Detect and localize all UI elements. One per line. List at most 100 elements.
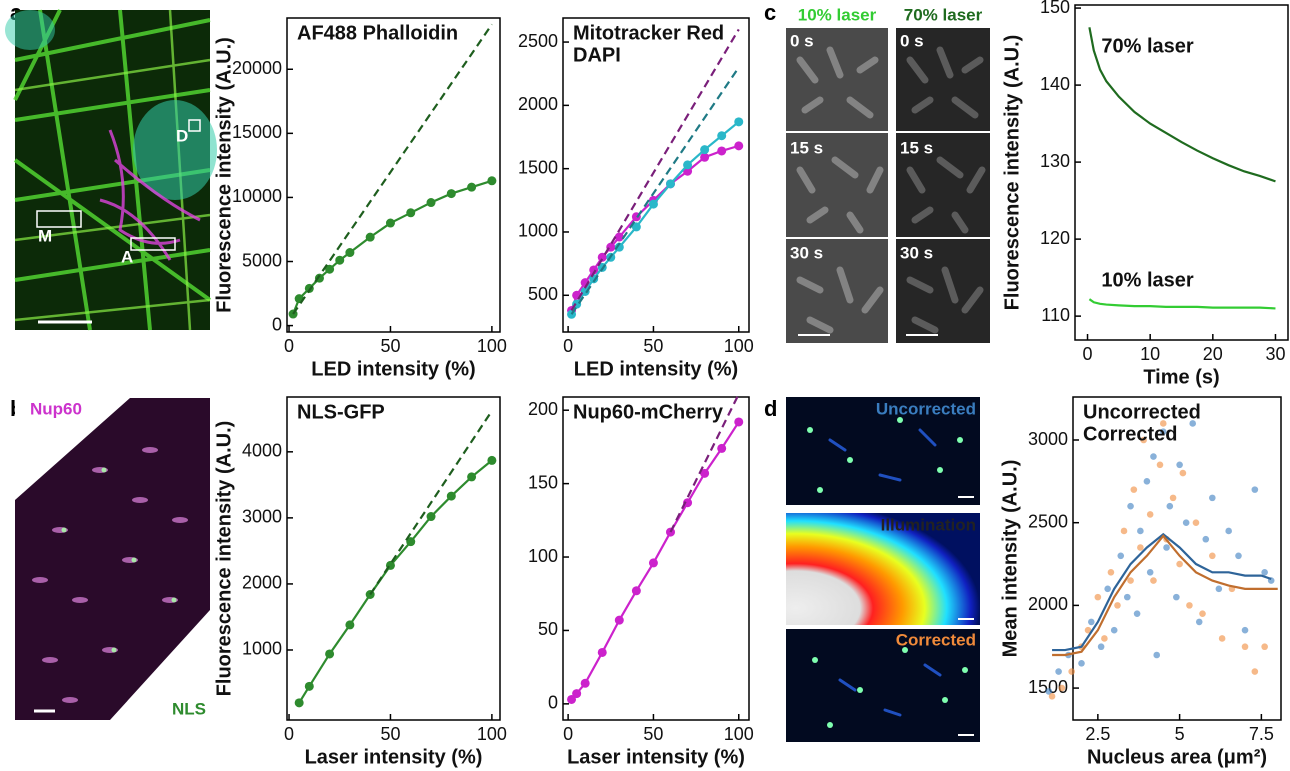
time-label: 0 s bbox=[790, 31, 814, 50]
legend-label: AF488 Phalloidin bbox=[297, 22, 458, 44]
scatter-point bbox=[1150, 577, 1157, 584]
data-point bbox=[734, 141, 743, 150]
scatter-point bbox=[1124, 594, 1131, 601]
line-label: 70% laser bbox=[1101, 36, 1194, 58]
data-point bbox=[649, 558, 658, 567]
scatter-point bbox=[1153, 652, 1160, 659]
time-label: 0 s bbox=[900, 31, 924, 50]
figure: a b c d M A D Nup60 NLS bbox=[0, 0, 1290, 771]
y-tick-label: 150 bbox=[1040, 0, 1070, 17]
scatter-point bbox=[1183, 519, 1190, 526]
y-tick-label: 4000 bbox=[242, 441, 282, 461]
y-tick-label: 50 bbox=[538, 619, 558, 639]
x-tick-label: 50 bbox=[643, 724, 663, 744]
scatter-point bbox=[1147, 511, 1154, 518]
y-tick-label: 1500 bbox=[518, 157, 558, 177]
data-point bbox=[717, 131, 726, 140]
x-axis-label: Laser intensity (%) bbox=[305, 746, 483, 768]
series-line bbox=[370, 411, 492, 595]
scatter-point bbox=[1180, 470, 1187, 477]
scatter-point bbox=[1209, 552, 1216, 559]
x-tick-label: 100 bbox=[477, 724, 507, 744]
scatter-point bbox=[1176, 561, 1183, 568]
scatter-point bbox=[1068, 668, 1075, 675]
data-point bbox=[717, 146, 726, 155]
line-label: 10% laser bbox=[1101, 269, 1194, 291]
panel-label: c bbox=[764, 0, 776, 25]
x-tick-label: 0 bbox=[284, 724, 294, 744]
legend-label: Mitotracker Red bbox=[573, 22, 724, 44]
scatter-point bbox=[1114, 602, 1121, 609]
y-tick-label: 2000 bbox=[1028, 594, 1068, 614]
data-point bbox=[305, 682, 314, 691]
scatter-point bbox=[1209, 495, 1216, 502]
plot-frame bbox=[1073, 397, 1281, 720]
micrograph-d bbox=[786, 397, 980, 742]
legend-label: Corrected bbox=[1083, 423, 1177, 445]
scatter-point bbox=[1219, 635, 1226, 642]
y-tick-label: 5000 bbox=[242, 250, 282, 270]
scatter-point bbox=[1167, 503, 1174, 510]
y-tick-label: 140 bbox=[1040, 74, 1070, 94]
scatter-point bbox=[1261, 569, 1268, 576]
y-tick-label: 100 bbox=[528, 546, 558, 566]
x-tick-label: 100 bbox=[724, 724, 754, 744]
legend-label: NLS-GFP bbox=[297, 401, 385, 423]
scatter-point bbox=[1242, 627, 1249, 634]
scatter-point bbox=[1121, 528, 1128, 535]
scatter-point bbox=[1225, 528, 1232, 535]
scatter-point bbox=[1049, 693, 1056, 700]
data-point bbox=[335, 256, 344, 265]
scatter-point bbox=[1117, 552, 1124, 559]
data-point bbox=[427, 512, 436, 521]
data-point bbox=[427, 198, 436, 207]
y-axis-label: Fluorescence intensity (A.U.) bbox=[213, 37, 235, 313]
y-tick-label: 120 bbox=[1040, 228, 1070, 248]
data-point bbox=[447, 492, 456, 501]
scatter-point bbox=[1193, 519, 1200, 526]
panel-label: d bbox=[764, 396, 777, 421]
y-tick-label: 2000 bbox=[242, 573, 282, 593]
x-tick-label: 50 bbox=[380, 724, 400, 744]
series-line bbox=[293, 24, 492, 314]
time-label: 15 s bbox=[900, 138, 933, 157]
data-point bbox=[366, 233, 375, 242]
roi-label: M bbox=[38, 226, 52, 245]
scatter-point bbox=[1059, 685, 1066, 692]
y-tick-label: 2500 bbox=[1028, 511, 1068, 531]
x-tick-label: 100 bbox=[477, 336, 507, 356]
column-label: 10% laser bbox=[798, 5, 877, 24]
x-tick-label: 0 bbox=[1083, 344, 1093, 364]
x-axis-label: LED intensity (%) bbox=[311, 358, 475, 380]
roi-label: D bbox=[176, 126, 188, 145]
y-tick-label: 1000 bbox=[518, 221, 558, 241]
scatter-point bbox=[1137, 528, 1144, 535]
scatter-point bbox=[1176, 462, 1183, 469]
legend-label: Uncorrected bbox=[1083, 401, 1201, 423]
y-tick-label: 110 bbox=[1041, 305, 1070, 325]
scatter-point bbox=[1202, 536, 1209, 543]
micrograph-b bbox=[15, 398, 210, 720]
y-tick-label: 15000 bbox=[232, 122, 282, 142]
scatter-point bbox=[1147, 569, 1154, 576]
scatter-point bbox=[1242, 643, 1249, 650]
micrograph-a bbox=[5, 10, 217, 330]
data-point bbox=[295, 698, 304, 707]
scatter-point bbox=[1199, 610, 1206, 617]
scatter-point bbox=[1186, 602, 1193, 609]
y-tick-label: 130 bbox=[1040, 151, 1070, 171]
image-label: Illumination bbox=[881, 515, 976, 534]
series-line bbox=[293, 181, 492, 314]
y-tick-label: 150 bbox=[528, 472, 558, 492]
x-tick-label: 0 bbox=[284, 336, 294, 356]
scatter-point bbox=[1261, 643, 1268, 650]
scatter-point bbox=[1098, 643, 1105, 650]
scatter-point bbox=[1111, 627, 1118, 634]
data-point bbox=[345, 620, 354, 629]
data-point bbox=[734, 417, 743, 426]
data-point bbox=[487, 456, 496, 465]
data-point bbox=[386, 219, 395, 228]
scatter-point bbox=[1055, 668, 1062, 675]
x-tick-label: 30 bbox=[1265, 344, 1285, 364]
trend-line bbox=[1052, 536, 1278, 655]
